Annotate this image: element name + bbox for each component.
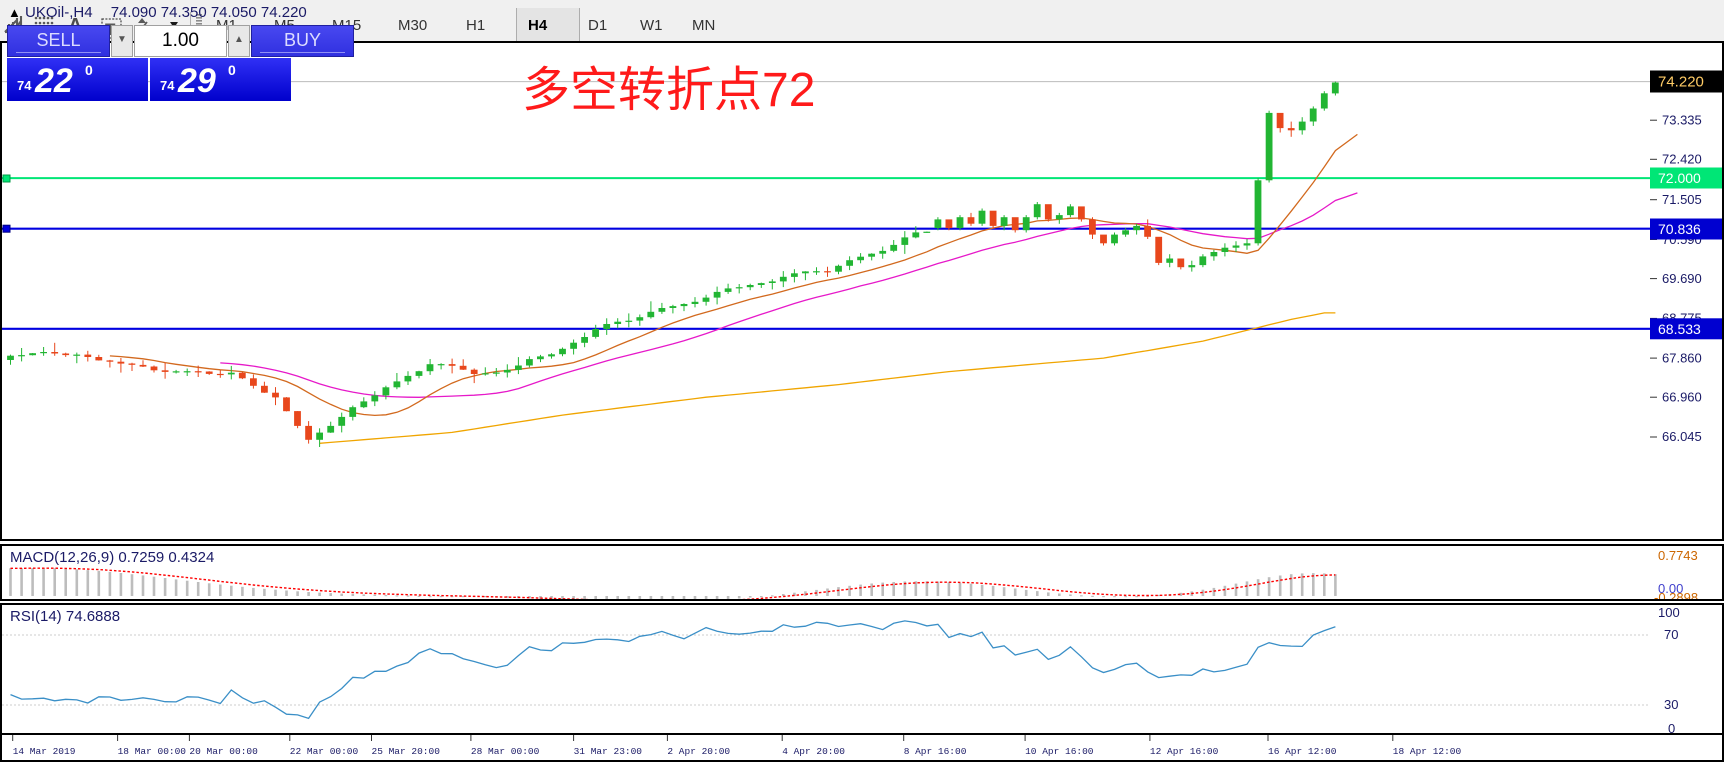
svg-text:73.335: 73.335 (1662, 113, 1702, 128)
svg-text:10 Apr 16:00: 10 Apr 16:00 (1025, 746, 1094, 757)
svg-text:20 Mar 00:00: 20 Mar 00:00 (189, 746, 258, 757)
svg-text:16 Apr 12:00: 16 Apr 12:00 (1268, 746, 1337, 757)
svg-text:18 Apr 12:00: 18 Apr 12:00 (1393, 746, 1462, 757)
svg-text:66.045: 66.045 (1662, 429, 1702, 444)
svg-text:14 Mar 2019: 14 Mar 2019 (13, 746, 76, 757)
svg-text:100: 100 (1658, 605, 1680, 620)
svg-text:70: 70 (1664, 627, 1678, 642)
svg-text:0: 0 (1668, 721, 1675, 735)
svg-text:31 Mar 23:00: 31 Mar 23:00 (574, 746, 643, 757)
svg-text:74.220: 74.220 (1658, 74, 1704, 91)
svg-text:70.836: 70.836 (1658, 221, 1701, 237)
svg-text:-0.2898: -0.2898 (1654, 590, 1698, 601)
svg-text:8 Apr 16:00: 8 Apr 16:00 (904, 746, 967, 757)
svg-text:18 Mar 00:00: 18 Mar 00:00 (118, 746, 187, 757)
svg-text:25 Mar 20:00: 25 Mar 20:00 (372, 746, 441, 757)
svg-text:0.7743: 0.7743 (1658, 548, 1698, 563)
svg-text:67.860: 67.860 (1662, 350, 1702, 365)
svg-text:12 Apr 16:00: 12 Apr 16:00 (1150, 746, 1219, 757)
svg-text:69.690: 69.690 (1662, 271, 1702, 286)
svg-text:2 Apr 20:00: 2 Apr 20:00 (667, 746, 730, 757)
svg-text:68.533: 68.533 (1658, 321, 1701, 337)
svg-text:71.505: 71.505 (1662, 192, 1702, 207)
svg-text:4 Apr 20:00: 4 Apr 20:00 (782, 746, 845, 757)
svg-text:72.420: 72.420 (1662, 152, 1702, 167)
svg-text:66.960: 66.960 (1662, 390, 1702, 405)
svg-text:多空转折点72: 多空转折点72 (522, 64, 815, 117)
svg-text:30: 30 (1664, 697, 1678, 712)
svg-text:72.000: 72.000 (1658, 170, 1701, 186)
svg-text:28 Mar 00:00: 28 Mar 00:00 (471, 746, 540, 757)
svg-text:22 Mar 00:00: 22 Mar 00:00 (290, 746, 359, 757)
